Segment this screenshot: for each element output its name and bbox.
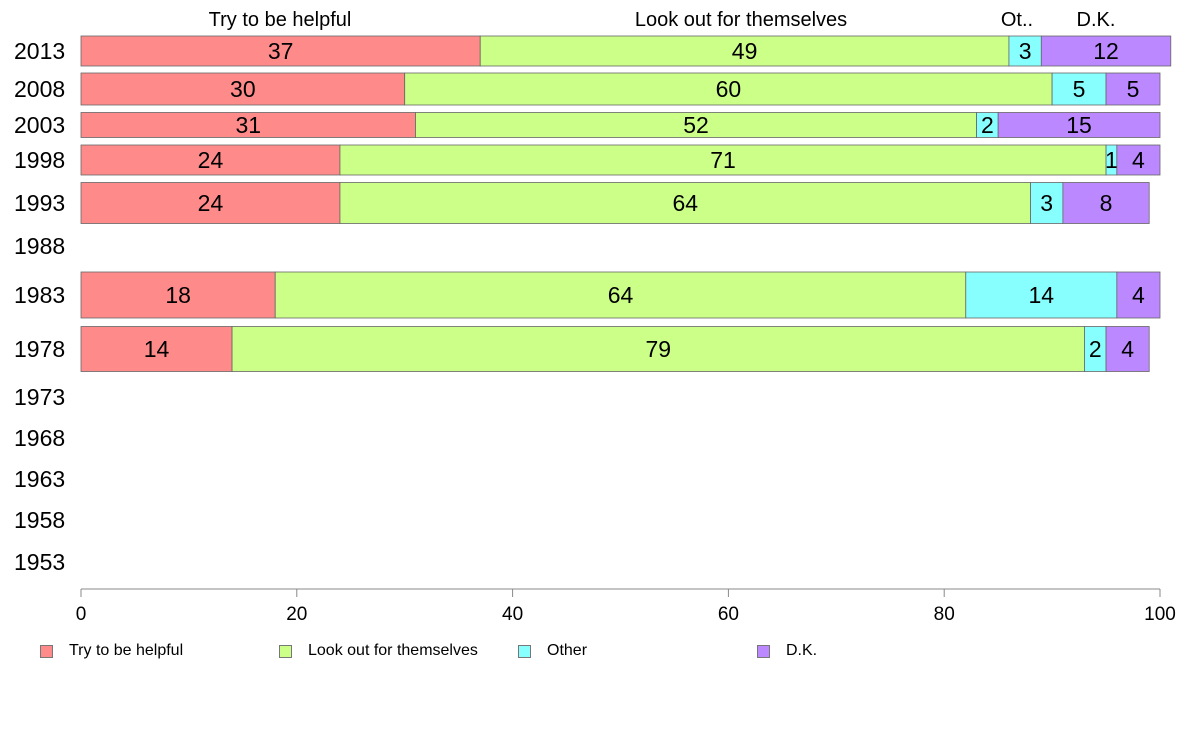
top-labels: Try to be helpful Look out for themselves… (209, 9, 1116, 31)
year-labels: 2013 2008 2003 1998 1993 1988 1983 1978 1973 1968… (14, 38, 65, 575)
bar-1993-other (1030, 182, 1064, 224)
x-tick-label-80: 80 (934, 604, 955, 625)
bar-value-1998-other: 1 (1105, 147, 1118, 173)
year-label-2003: 2003 (14, 112, 65, 138)
top-label-try-to-be-helpful: Try to be helpful (209, 9, 352, 31)
bar-value-2013-other: 3 (1019, 38, 1032, 64)
bar-1978-d-k (1105, 326, 1150, 372)
bar-1983-d-k (1116, 271, 1161, 319)
bar-1998-try-to-be-helpful (80, 144, 341, 176)
legend-item-try-to-be-helpful: Try to be helpful (40, 642, 183, 660)
bar-2008-look-out-for-themselves (404, 72, 1053, 106)
year-label-1998: 1998 (14, 147, 65, 173)
bar-2003-try-to-be-helpful (80, 112, 416, 138)
legend-item-other: Other (518, 642, 587, 660)
bar-2003-d-k (997, 112, 1161, 138)
legend-swatch-try-to-be-helpful (40, 644, 53, 658)
x-tick-label-20: 20 (286, 604, 307, 625)
x-axis: 0 20 40 60 80 100 (76, 588, 1176, 625)
bar-value-2013-look-out-for-themselves: 49 (732, 38, 758, 64)
bar-2008-try-to-be-helpful (80, 72, 406, 106)
bar-1978-look-out-for-themselves (231, 326, 1085, 372)
bar-1983-look-out-for-themselves (274, 271, 967, 319)
bar-value-2013-try-to-be-helpful: 37 (268, 38, 294, 64)
bar-value-1998-try-to-be-helpful: 24 (198, 147, 224, 173)
bar-2013-look-out-for-themselves (479, 35, 1010, 67)
bar-value-1978-other: 2 (1089, 336, 1102, 362)
bar-value-1978-d-k: 4 (1121, 336, 1134, 362)
year-label-2008: 2008 (14, 76, 65, 102)
year-label-1978: 1978 (14, 336, 65, 362)
bar-value-2003-look-out-for-themselves: 52 (683, 112, 709, 138)
chart: Try to be helpful Look out for themselves… (14, 9, 1176, 625)
bar-value-1978-look-out-for-themselves: 79 (645, 336, 671, 362)
x-tick-label-100: 100 (1144, 604, 1176, 625)
bar-value-1983-try-to-be-helpful: 18 (165, 282, 191, 308)
bar-1993-try-to-be-helpful (80, 182, 341, 224)
bar-value-2013-d-k: 12 (1093, 38, 1119, 64)
year-label-1993: 1993 (14, 190, 65, 216)
bar-value-2008-d-k: 5 (1127, 76, 1140, 102)
legend-swatch-dk (757, 644, 770, 658)
top-label-d-k: D.K. (1077, 9, 1116, 31)
legend-swatch-other (518, 644, 531, 658)
year-label-1968: 1968 (14, 425, 65, 451)
year-label-1983: 1983 (14, 282, 65, 308)
bar-1978-try-to-be-helpful (80, 326, 233, 372)
legend-item-dk: D.K. (757, 642, 817, 660)
bar-value-2008-look-out-for-themselves: 60 (716, 76, 742, 102)
legend: Try to be helpful Look out for themselve… (0, 642, 1188, 666)
bar-value-2003-other: 2 (981, 112, 994, 138)
top-label-ot: Ot.. (1001, 9, 1033, 31)
bar-2008-d-k (1105, 72, 1161, 106)
legend-label-try-to-be-helpful: Try to be helpful (69, 642, 184, 659)
x-tick-label-0: 0 (76, 604, 87, 625)
top-label-look-out-for-themselves: Look out for themselves (635, 9, 847, 31)
bar-1983-try-to-be-helpful (80, 271, 276, 319)
x-tick-label-40: 40 (502, 604, 523, 625)
bar-value-1993-other: 3 (1040, 190, 1053, 216)
bar-value-1983-look-out-for-themselves: 64 (608, 282, 634, 308)
bar-value-1993-d-k: 8 (1100, 190, 1113, 216)
bar-1993-d-k (1062, 182, 1150, 224)
bar-value-1983-other: 14 (1029, 282, 1055, 308)
year-label-1973: 1973 (14, 384, 65, 410)
legend-label-dk: D.K. (786, 642, 818, 659)
year-label-1953: 1953 (14, 549, 65, 575)
bar-1993-look-out-for-themselves (339, 182, 1031, 224)
bar-1998-d-k (1116, 144, 1161, 176)
bar-value-2008-try-to-be-helpful: 30 (230, 76, 256, 102)
bar-value-1978-try-to-be-helpful: 14 (144, 336, 170, 362)
year-label-1988: 1988 (14, 233, 65, 259)
legend-label-other: Other (547, 642, 588, 659)
bar-2013-try-to-be-helpful (80, 35, 481, 67)
bar-2003-look-out-for-themselves (415, 112, 977, 138)
year-label-1963: 1963 (14, 466, 65, 492)
bar-value-1983-d-k: 4 (1132, 282, 1145, 308)
bar-2008-other (1051, 72, 1107, 106)
x-tick-label-60: 60 (718, 604, 739, 625)
bar-value-2008-other: 5 (1073, 76, 1086, 102)
legend-label-look-out-for-themselves: Look out for themselves (308, 642, 478, 659)
bar-2013-other (1008, 35, 1042, 67)
bar-value-1998-look-out-for-themselves: 71 (710, 147, 736, 173)
bar-value-1998-d-k: 4 (1132, 147, 1145, 173)
bar-2013-d-k (1040, 35, 1172, 67)
bar-value-2003-d-k: 15 (1066, 112, 1092, 138)
bar-value-1993-look-out-for-themselves: 64 (672, 190, 698, 216)
bar-value-1993-try-to-be-helpful: 24 (198, 190, 224, 216)
legend-swatch-look-out-for-themselves (279, 644, 292, 658)
year-label-1958: 1958 (14, 507, 65, 533)
legend-item-look-out-for-themselves: Look out for themselves (279, 642, 478, 660)
year-label-2013: 2013 (14, 38, 65, 64)
bar-value-2003-try-to-be-helpful: 31 (235, 112, 261, 138)
bar-1998-look-out-for-themselves (339, 144, 1107, 176)
